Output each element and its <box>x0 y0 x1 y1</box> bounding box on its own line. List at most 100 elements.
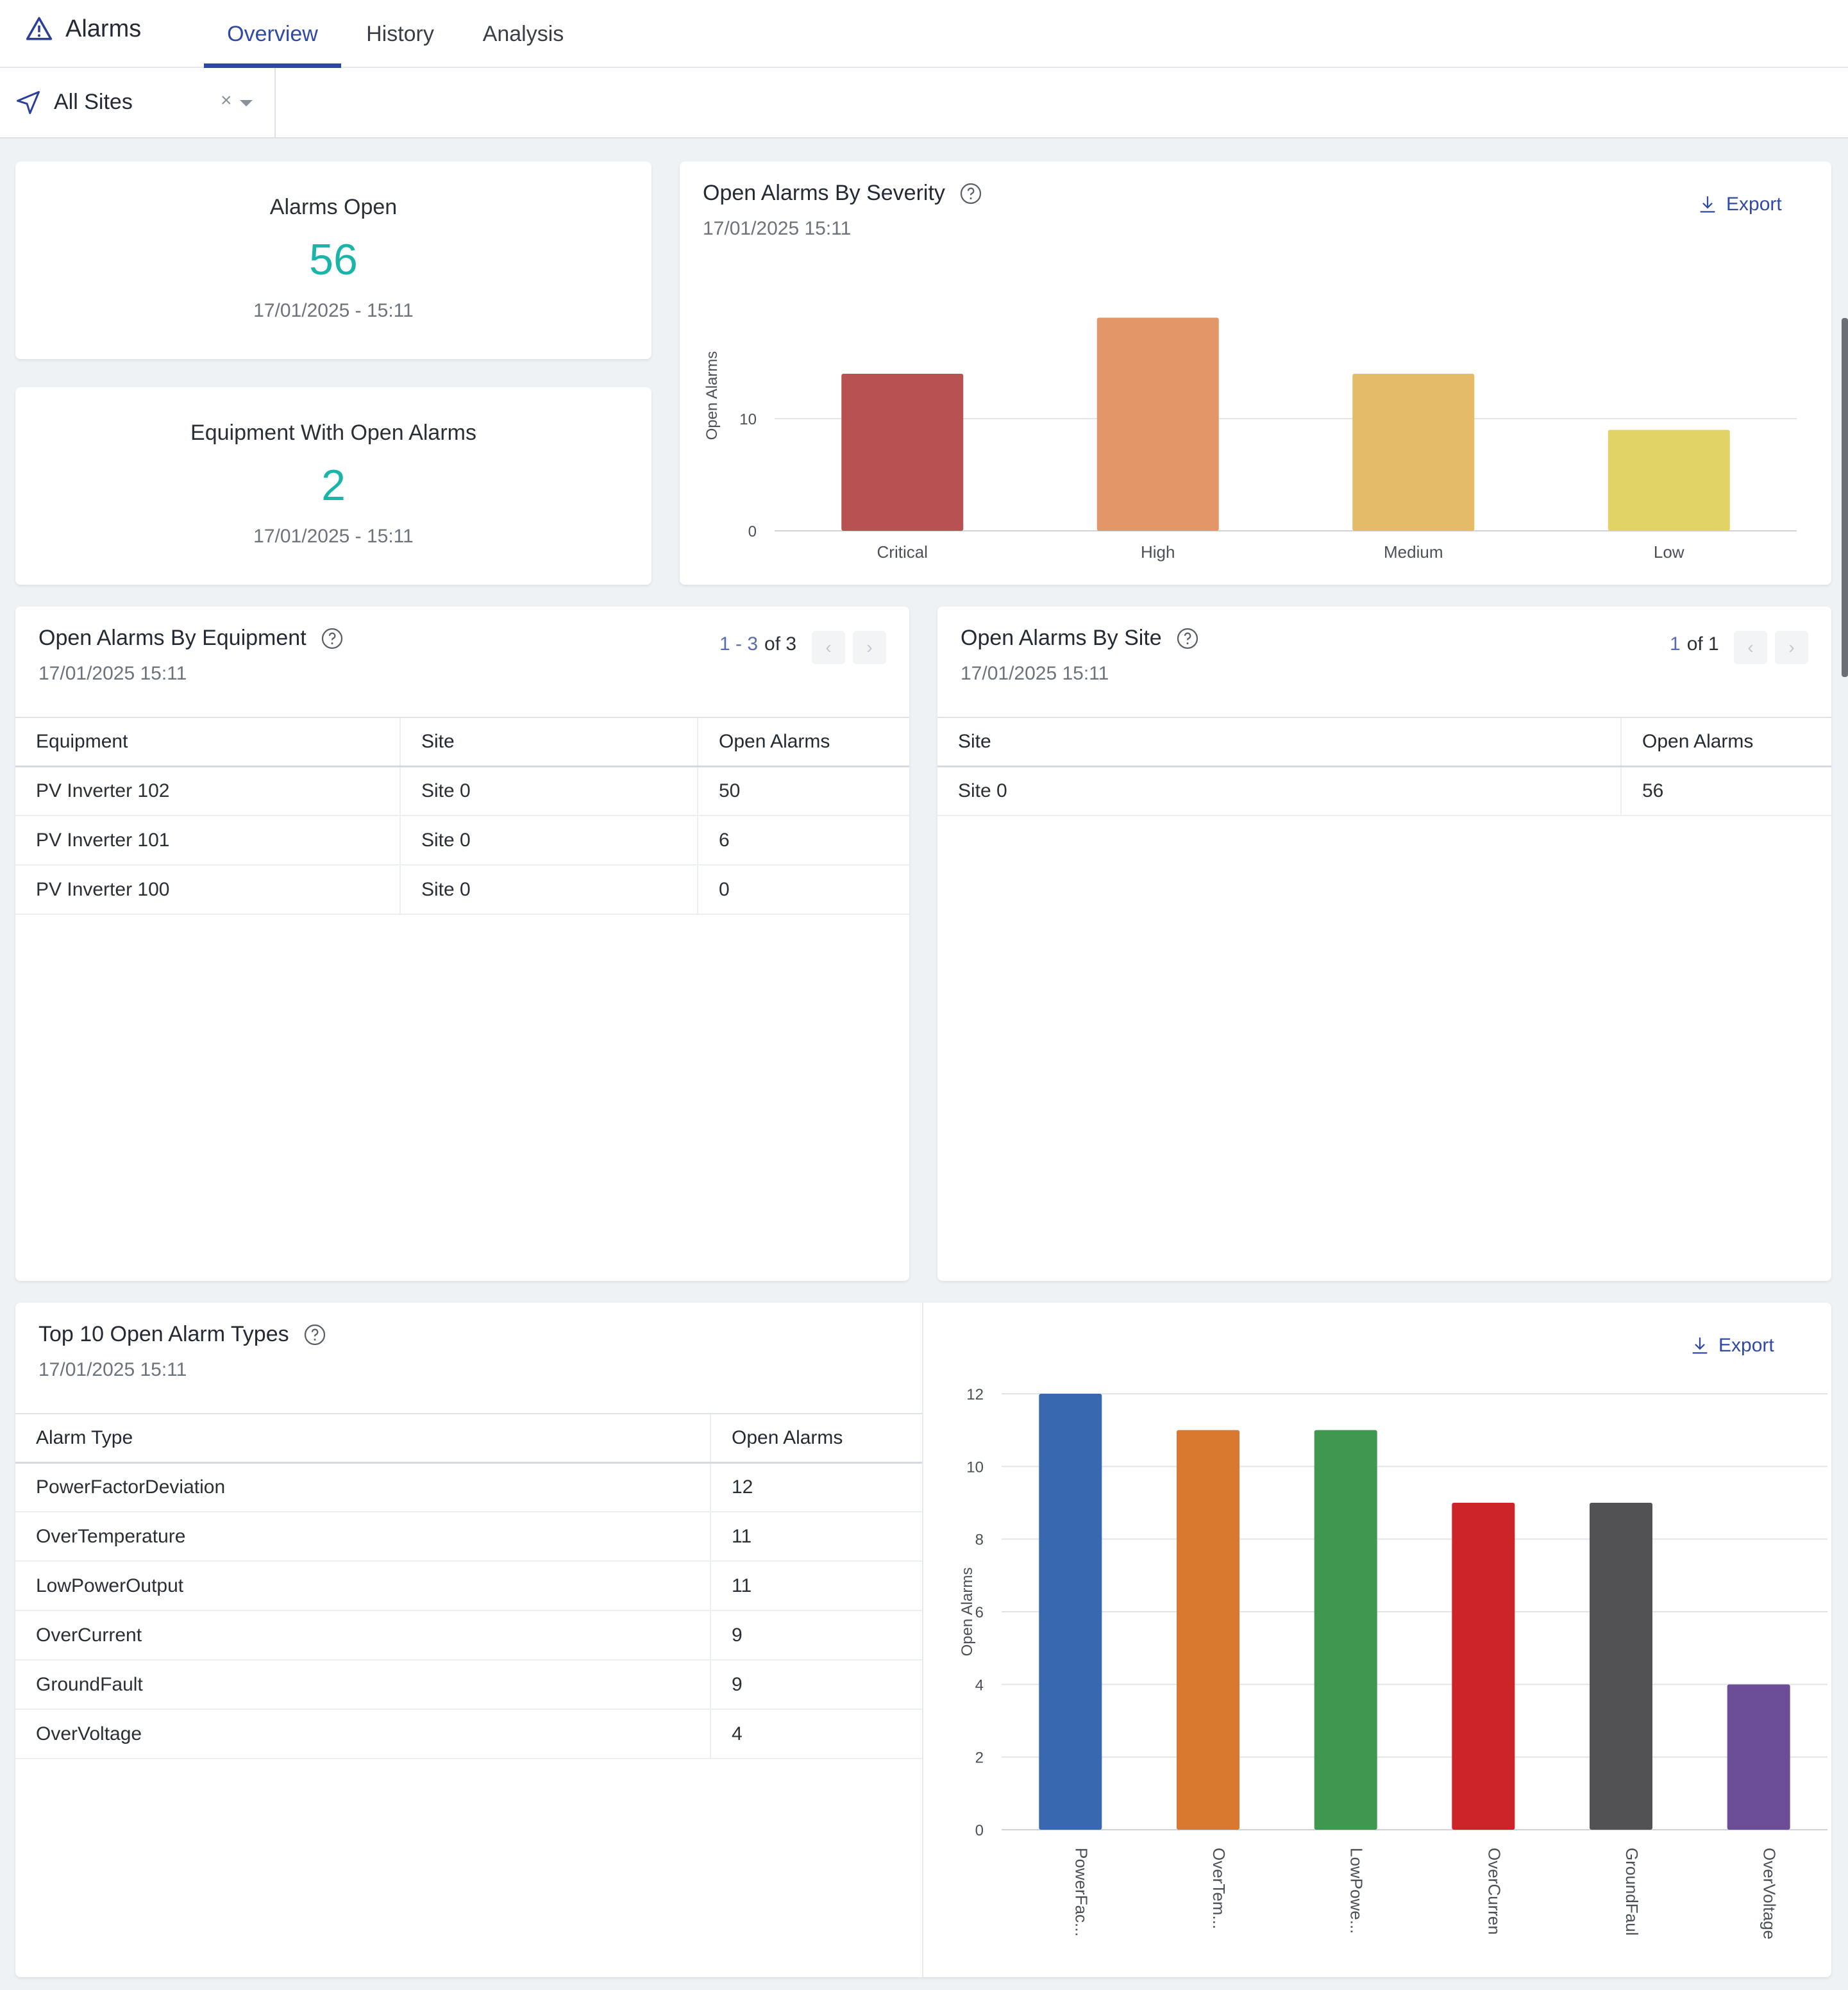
column-header-equipment[interactable]: Equipment <box>15 717 400 767</box>
table-row[interactable]: OverCurrent 9 <box>15 1610 922 1660</box>
pagination: 1 of 1 <box>1670 633 1719 655</box>
cell-site: Site 0 <box>937 766 1621 816</box>
cell-site: Site 0 <box>399 865 698 915</box>
alarm-types-table: Alarm Type Open Alarms PowerFactorDeviat… <box>15 1413 922 1759</box>
help-circle-icon[interactable] <box>1176 627 1199 650</box>
y-tick-label: 0 <box>975 1822 984 1839</box>
pagination-range: 1 <box>1670 633 1681 655</box>
y-tick-label: 10 <box>739 411 757 428</box>
export-label: Export <box>1726 194 1782 215</box>
pagination-total: of 3 <box>764 633 797 655</box>
cell-site: Site 0 <box>399 815 698 865</box>
y-tick-label: 0 <box>748 523 757 540</box>
navigation-arrow-icon <box>17 91 40 114</box>
cell-alarm-type: LowPowerOutput <box>15 1561 710 1611</box>
alarm-types-card: Top 10 Open Alarm Types 17/01/2025 15:11… <box>15 1303 1831 1977</box>
table-row[interactable]: PV Inverter 100 Site 0 0 <box>15 865 909 915</box>
tab-analysis[interactable]: Analysis <box>482 21 564 46</box>
site-title: Open Alarms By Site <box>961 626 1162 650</box>
column-header-site[interactable]: Site <box>399 717 698 767</box>
help-circle-icon[interactable] <box>959 182 982 205</box>
filter-bar: All Sites × <box>0 68 1848 138</box>
severity-chart-card: Open Alarms By Severity 17/01/2025 15:11… <box>680 162 1831 585</box>
page-scrollbar[interactable] <box>1842 318 1848 677</box>
table-header-row: Equipment Site Open Alarms <box>15 717 909 767</box>
download-icon <box>1700 196 1715 213</box>
export-button[interactable]: Export <box>1697 194 1782 215</box>
pagination-range: 1 - 3 <box>719 633 759 655</box>
cell-equipment: PV Inverter 100 <box>15 865 400 915</box>
card-title: Top 10 Open Alarm Types <box>38 1322 326 1347</box>
chevron-left-icon: ‹ <box>1747 637 1754 657</box>
next-page-button[interactable]: › <box>853 631 886 664</box>
table-row[interactable]: Site 0 56 <box>937 766 1831 816</box>
table-header-row: Alarm Type Open Alarms <box>15 1413 922 1464</box>
table-row[interactable]: PowerFactorDeviation 12 <box>15 1462 922 1512</box>
x-tick-label: OverCurren <box>1484 1848 1504 1935</box>
cell-equipment: PV Inverter 102 <box>15 766 400 816</box>
equipment-table: Equipment Site Open Alarms PV Inverter 1… <box>15 717 909 915</box>
table-row[interactable]: LowPowerOutput 11 <box>15 1561 922 1611</box>
table-row[interactable]: PV Inverter 102 Site 0 50 <box>15 766 909 816</box>
table-row[interactable]: OverTemperature 11 <box>15 1512 922 1562</box>
x-tick-label: High <box>1141 542 1175 562</box>
types-title: Top 10 Open Alarm Types <box>38 1322 289 1346</box>
column-header-open-alarms[interactable]: Open Alarms <box>1620 717 1831 767</box>
x-tick-label: GroundFaul <box>1622 1848 1642 1936</box>
tab-overview[interactable]: Overview <box>204 0 341 68</box>
x-tick-label: OverTem... <box>1209 1848 1229 1929</box>
x-tick-label: Low <box>1654 542 1684 562</box>
alarms-open-card: Alarms Open 56 17/01/2025 - 15:11 <box>15 162 651 359</box>
severity-bar-chart: 0 10 Open Alarms Critical High Medium Low <box>703 317 1797 562</box>
cell-open-alarms: 4 <box>710 1709 922 1759</box>
clear-selection-icon[interactable]: × <box>221 90 232 111</box>
cell-open-alarms: 9 <box>710 1610 922 1660</box>
dropdown-caret-icon[interactable] <box>240 100 253 106</box>
table-row[interactable]: PV Inverter 101 Site 0 6 <box>15 815 909 865</box>
table-row[interactable]: GroundFault 9 <box>15 1660 922 1710</box>
previous-page-button[interactable]: ‹ <box>812 631 845 664</box>
site-table-card: Open Alarms By Site 17/01/2025 15:11 1 o… <box>937 606 1831 1281</box>
tab-history[interactable]: History <box>366 21 434 46</box>
x-tick-label: OverVoltage <box>1760 1848 1779 1939</box>
chevron-right-icon: › <box>1788 637 1795 657</box>
previous-page-button[interactable]: ‹ <box>1734 631 1767 664</box>
bar-6 <box>1727 1684 1790 1830</box>
equipment-table-card: Open Alarms By Equipment 17/01/2025 15:1… <box>15 606 909 1281</box>
y-axis-label: Open Alarms <box>703 351 721 440</box>
cell-open-alarms: 0 <box>697 865 909 915</box>
column-header-site[interactable]: Site <box>937 717 1621 767</box>
next-page-button[interactable]: › <box>1775 631 1808 664</box>
cell-alarm-type: PowerFactorDeviation <box>15 1462 710 1512</box>
app-title: Alarms <box>65 15 142 42</box>
bar-3 <box>1352 374 1475 531</box>
y-axis-label: Open Alarms <box>959 1568 976 1657</box>
card-title: Open Alarms By Site <box>961 626 1199 651</box>
cell-open-alarms: 50 <box>697 766 909 816</box>
y-tick-label: 4 <box>975 1676 984 1694</box>
download-icon <box>1692 1337 1708 1354</box>
chevron-right-icon: › <box>866 637 873 657</box>
site-selector[interactable]: All Sites × <box>0 68 276 137</box>
export-label: Export <box>1718 1335 1774 1356</box>
cell-open-alarms: 9 <box>710 1660 922 1710</box>
card-timestamp: 17/01/2025 15:11 <box>703 218 852 239</box>
bar-4 <box>1452 1503 1515 1830</box>
site-selector-value: All Sites <box>54 90 133 114</box>
top-navigation-bar: Alarms Overview History Analysis <box>0 0 1848 68</box>
column-header-alarm-type[interactable]: Alarm Type <box>15 1413 710 1464</box>
chevron-left-icon: ‹ <box>825 637 832 657</box>
table-row[interactable]: OverVoltage 4 <box>15 1709 922 1759</box>
kpi-timestamp: 17/01/2025 - 15:11 <box>253 300 414 321</box>
column-header-open-alarms[interactable]: Open Alarms <box>710 1413 922 1464</box>
pagination-total: of 1 <box>1686 633 1719 655</box>
export-button[interactable]: Export <box>1689 1335 1774 1357</box>
column-header-open-alarms[interactable]: Open Alarms <box>697 717 909 767</box>
help-circle-icon[interactable] <box>321 627 344 650</box>
bar-2 <box>1096 317 1219 531</box>
app-brand: Alarms <box>26 12 141 46</box>
bar-1 <box>841 374 964 531</box>
help-circle-icon[interactable] <box>303 1323 326 1346</box>
equipment-title: Open Alarms By Equipment <box>38 626 307 650</box>
card-timestamp: 17/01/2025 15:11 <box>961 663 1109 684</box>
